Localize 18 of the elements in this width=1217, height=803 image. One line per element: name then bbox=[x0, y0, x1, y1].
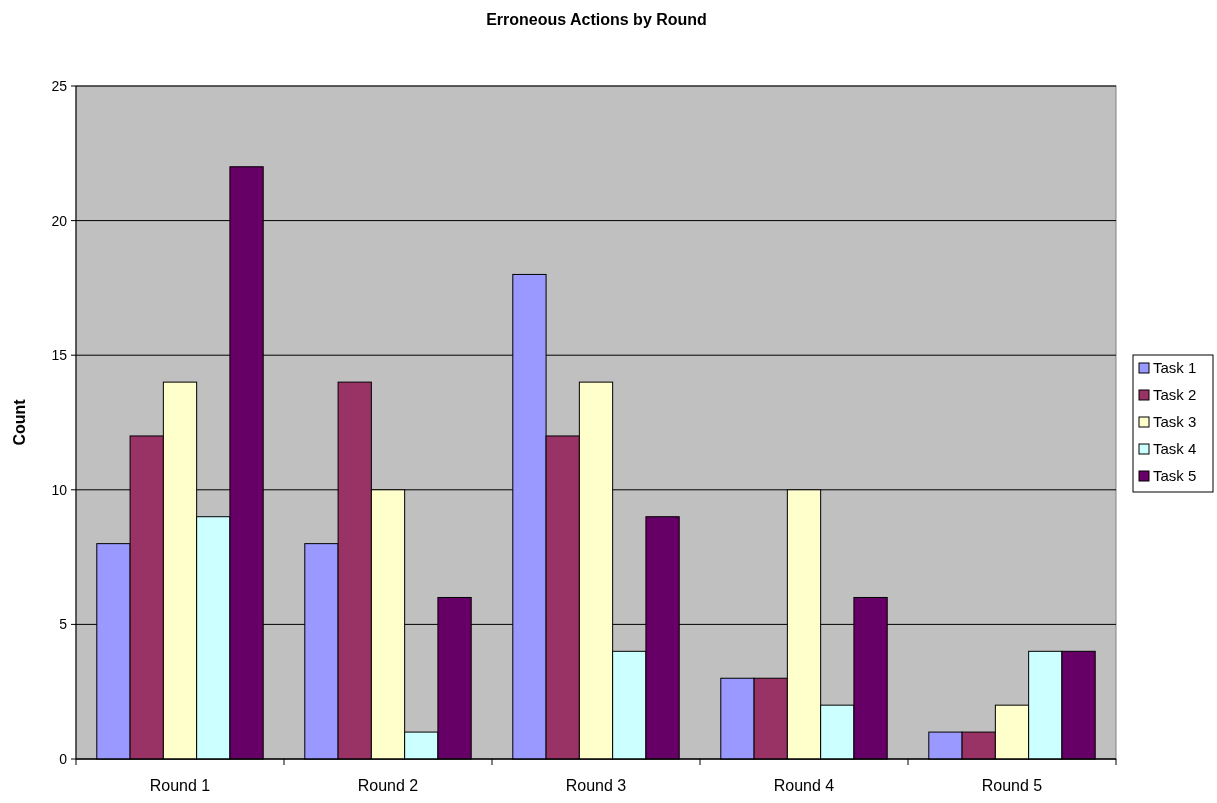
legend-label: Task 2 bbox=[1153, 386, 1197, 404]
legend-label: Task 5 bbox=[1153, 467, 1197, 485]
y-axis-title: Count bbox=[11, 398, 28, 446]
x-tick-label: Round 3 bbox=[565, 777, 627, 794]
x-tick-label: Round 1 bbox=[149, 777, 211, 794]
x-tick-label: Round 5 bbox=[981, 777, 1043, 794]
chart-title: Erroneous Actions by Round bbox=[486, 11, 707, 28]
x-tick-label: Round 2 bbox=[357, 777, 419, 794]
legend-label: Task 3 bbox=[1153, 413, 1197, 431]
legend-label: Task 4 bbox=[1153, 440, 1197, 458]
y-tick-label: 5 bbox=[59, 616, 68, 633]
y-tick-label: 10 bbox=[51, 481, 68, 498]
y-tick-label: 25 bbox=[51, 77, 68, 94]
y-tick-label: 0 bbox=[59, 750, 68, 767]
y-tick-label: 15 bbox=[51, 347, 68, 364]
x-tick-label: Round 4 bbox=[773, 777, 835, 794]
y-tick-label: 20 bbox=[51, 212, 68, 229]
legend-label: Task 1 bbox=[1153, 359, 1197, 377]
